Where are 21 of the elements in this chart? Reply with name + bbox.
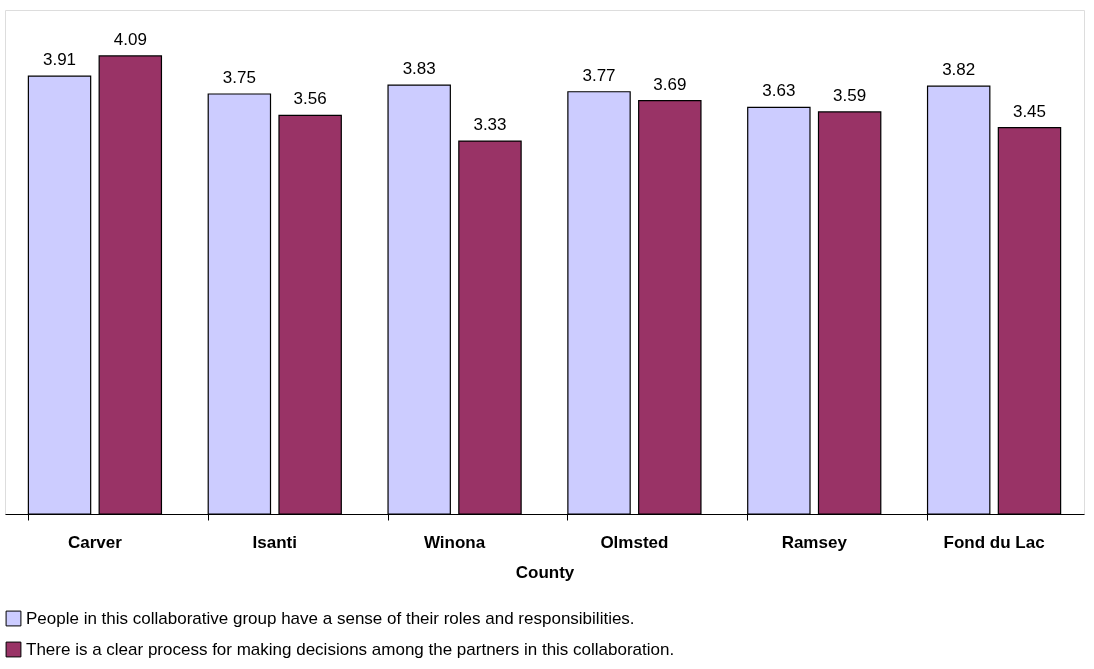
data-label: 3.33: [473, 115, 507, 135]
x-tick-label: Carver: [67, 532, 123, 552]
data-label: 3.69: [653, 74, 687, 94]
data-label: 4.09: [113, 29, 147, 49]
x-tick-label: Fond du Lac: [943, 532, 1045, 552]
legend-label: There is a clear process for making decisions among the partners in this collaboration.: [26, 639, 675, 659]
data-label: 3.45: [1012, 101, 1047, 121]
data-label: 3.83: [402, 59, 436, 79]
data-label: 3.59: [833, 85, 867, 105]
x-tick-label: Winona: [423, 532, 486, 552]
x-tick-label: Ramsey: [781, 532, 848, 552]
data-label: 3.63: [762, 81, 796, 101]
data-label: 3.91: [42, 50, 77, 70]
data-label: 3.56: [293, 89, 327, 109]
data-label: 3.77: [582, 65, 616, 85]
x-tick-label: Isanti: [252, 532, 297, 552]
legend-label: People in this collaborative group have a sense of their roles and responsibilities.: [26, 608, 635, 628]
x-tick-label: Olmsted: [600, 532, 669, 552]
data-label: 3.82: [942, 60, 976, 80]
x-axis-title: County: [515, 562, 575, 582]
data-label: 3.75: [222, 68, 256, 87]
